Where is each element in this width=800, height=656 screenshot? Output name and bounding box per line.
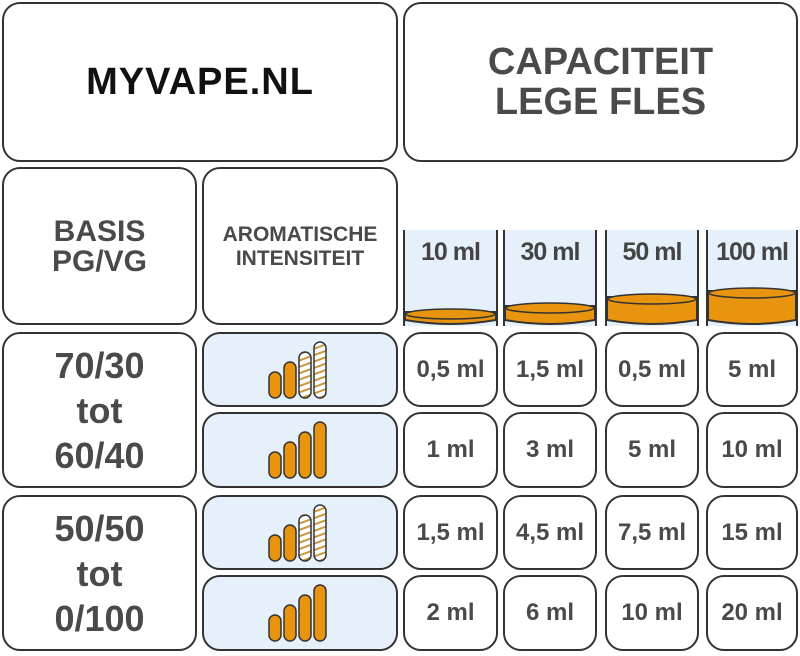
dose-cell: 5 ml	[706, 332, 798, 407]
liquid-icon	[505, 302, 595, 325]
dose-cell: 1,5 ml	[403, 495, 498, 570]
dose-cell: 1,5 ml	[503, 332, 597, 407]
ratio-tot: tot	[76, 389, 123, 431]
intensity-line-2: INTENSITEIT	[235, 247, 365, 270]
dose-cell: 4,5 ml	[503, 495, 597, 570]
intensity-bars-icon	[268, 421, 327, 479]
intensity-cell	[202, 332, 398, 407]
brand-title: MYVAPE.NL	[86, 60, 314, 103]
dose-cell: 7,5 ml	[605, 495, 699, 570]
bottle-2: 30 ml	[503, 230, 597, 326]
basis-header: BASIS PG/VG	[2, 167, 197, 325]
intensity-bars-icon	[268, 584, 327, 642]
brand-box: MYVAPE.NL	[2, 2, 398, 162]
bottle-label: 30 ml	[520, 238, 581, 266]
basis-line-1: BASIS	[53, 215, 146, 248]
intensity-cell	[202, 575, 398, 651]
dose-cell: 6 ml	[503, 575, 597, 651]
dose-cell: 10 ml	[605, 575, 699, 651]
liquid-icon	[607, 293, 697, 325]
intensity-cell	[202, 495, 398, 570]
dose-cell: 10 ml	[706, 412, 798, 488]
ratio-from: 70/30	[54, 344, 145, 386]
bottle-1: 10 ml	[403, 230, 498, 326]
dose-cell: 15 ml	[706, 495, 798, 570]
intensity-bars-icon	[268, 340, 327, 399]
capacity-header: CAPACITEIT LEGE FLES	[403, 2, 798, 162]
dose-cell: 5 ml	[605, 412, 699, 488]
dose-cell: 0,5 ml	[605, 332, 699, 407]
dose-cell: 3 ml	[503, 412, 597, 488]
ratio-to: 60/40	[54, 434, 145, 476]
dose-cell: 0,5 ml	[403, 332, 498, 407]
liquid-icon	[708, 287, 796, 325]
bottle-label: 50 ml	[622, 238, 683, 266]
intensity-cell	[202, 412, 398, 488]
dose-cell: 2 ml	[403, 575, 498, 651]
ratio-tot: tot	[76, 552, 123, 594]
ratio-to: 0/100	[54, 597, 145, 639]
liquid-icon	[405, 308, 496, 325]
ratio-group-1: 70/30 tot 60/40	[2, 332, 197, 488]
basis-line-2: PG/VG	[51, 245, 148, 278]
bottle-label: 10 ml	[421, 238, 481, 266]
intensity-bars-icon	[268, 503, 327, 562]
intensity-line-1: AROMATISCHE	[222, 223, 378, 246]
capacity-line-2: LEGE FLES	[494, 81, 707, 123]
bottle-3: 50 ml	[605, 230, 699, 326]
ratio-group-2: 50/50 tot 0/100	[2, 495, 197, 651]
bottle-4: 100 ml	[706, 230, 798, 326]
ratio-from: 50/50	[54, 507, 145, 549]
capacity-line-1: CAPACITEIT	[487, 41, 714, 83]
dose-cell: 1 ml	[403, 412, 498, 488]
bottle-label: 100 ml	[716, 238, 789, 266]
intensity-header: AROMATISCHE INTENSITEIT	[202, 167, 398, 325]
dose-cell: 20 ml	[706, 575, 798, 651]
